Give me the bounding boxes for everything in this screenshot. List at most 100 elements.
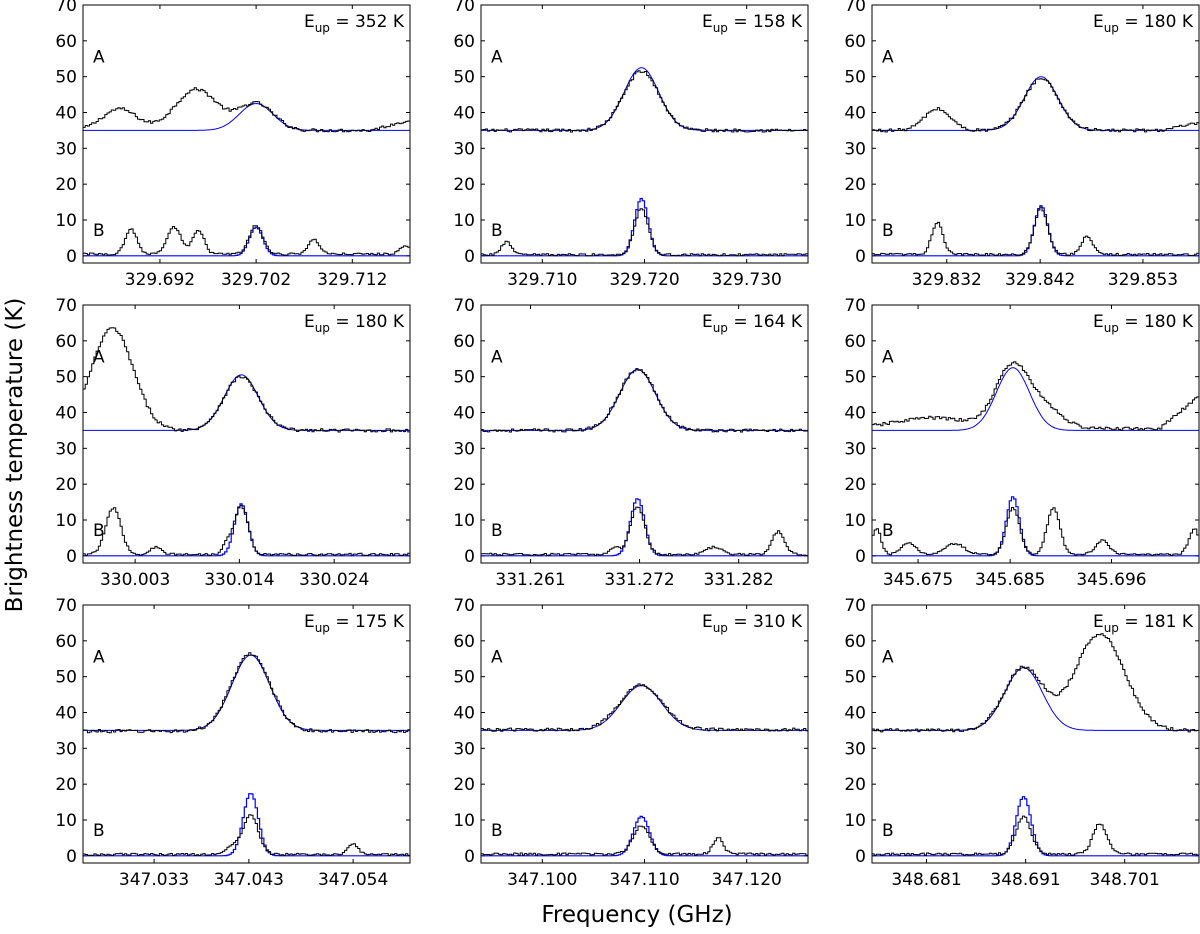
- observed-spectrum-A: [481, 683, 808, 732]
- y-tick-label: 30: [55, 739, 77, 759]
- y-tick-label: 20: [844, 475, 866, 495]
- x-tick-label: 329.720: [609, 270, 679, 290]
- panel: 0 10 20 30 40 50 60 70 330.003 330.014 330.024 A B Eu…: [55, 296, 411, 590]
- y-tick-label: 0: [66, 247, 77, 267]
- eup-subscript: up: [1104, 321, 1119, 335]
- eup-annotation: Eup = 158 K: [702, 12, 803, 35]
- model-line-A: [481, 685, 808, 731]
- eup-symbol: E: [702, 12, 713, 32]
- y-tick-label: 10: [453, 511, 475, 531]
- model-line-A: [481, 67, 808, 131]
- panel-frame: [480, 604, 809, 864]
- y-tick-label: 60: [55, 332, 77, 352]
- y-tick-label: 0: [66, 847, 77, 867]
- y-tick-label: 60: [844, 32, 866, 52]
- eup-value: = 181 K: [1119, 612, 1194, 632]
- source-label-A: A: [882, 47, 894, 67]
- source-label-B: B: [93, 521, 105, 541]
- x-axis-title: Frequency (GHz): [541, 902, 732, 928]
- y-tick-label: 60: [55, 632, 77, 652]
- source-label-A: A: [93, 47, 105, 67]
- model-line-B: [872, 496, 1199, 557]
- y-tick-label: 30: [844, 139, 866, 159]
- y-tick-label: 0: [464, 847, 475, 867]
- y-tick-label: 20: [844, 175, 866, 195]
- y-tick-label: 70: [453, 296, 475, 316]
- y-tick-label: 0: [66, 547, 77, 567]
- eup-value: = 180 K: [1119, 12, 1194, 32]
- plot-area: [83, 87, 410, 257]
- source-label-B: B: [882, 221, 894, 241]
- eup-subscript: up: [1104, 21, 1119, 35]
- y-tick-label: 20: [453, 475, 475, 495]
- source-label-A: A: [491, 647, 503, 667]
- y-tick-label: 10: [453, 811, 475, 831]
- plot-area: [872, 76, 1199, 257]
- panel-frame: [480, 304, 809, 564]
- source-label-A: A: [491, 47, 503, 67]
- y-tick-label: 10: [844, 211, 866, 231]
- observed-spectrum-B: [872, 815, 1199, 856]
- panel: 0 10 20 30 40 50 60 70 347.100 347.110 347.120 A B Eu…: [453, 596, 809, 890]
- x-tick-label: 329.853: [1108, 270, 1178, 290]
- y-tick-label: 10: [55, 511, 77, 531]
- source-label-B: B: [93, 221, 105, 241]
- y-tick-label: 40: [55, 404, 77, 424]
- observed-spectrum-B: [872, 507, 1199, 556]
- x-tick-label: 330.014: [204, 570, 274, 590]
- x-tick-label: 347.100: [507, 870, 577, 890]
- y-tick-label: 30: [55, 439, 77, 459]
- y-tick-label: 40: [844, 404, 866, 424]
- observed-spectrum-B: [481, 506, 808, 556]
- y-tick-label: 50: [453, 668, 475, 688]
- eup-symbol: E: [702, 612, 713, 632]
- panel: 0 10 20 30 40 50 60 70 329.692 329.702 329.712 A B Eu…: [55, 0, 411, 290]
- plot-area: [481, 67, 808, 257]
- y-tick-label: 20: [55, 475, 77, 495]
- plot-area: [872, 633, 1199, 857]
- y-tick-label: 10: [453, 211, 475, 231]
- panel: 0 10 20 30 40 50 60 70 329.710 329.720 329.730 A B Eu…: [453, 0, 809, 290]
- source-label-A: A: [491, 347, 503, 367]
- eup-symbol: E: [304, 312, 315, 332]
- plot-area: [481, 368, 808, 557]
- panel: 0 10 20 30 40 50 60 70 347.033 347.043 347.054 A B Eu…: [55, 596, 411, 890]
- x-tick-label: 348.691: [990, 870, 1060, 890]
- model-line-A: [83, 374, 410, 431]
- plot-area: [83, 652, 410, 857]
- panel-frame: [871, 304, 1200, 564]
- y-tick-label: 30: [453, 739, 475, 759]
- eup-subscript: up: [713, 321, 728, 335]
- x-tick-label: 331.282: [703, 570, 773, 590]
- y-tick-label: 30: [453, 439, 475, 459]
- y-tick-label: 30: [55, 139, 77, 159]
- y-tick-label: 30: [844, 739, 866, 759]
- x-tick-label: 347.120: [712, 870, 782, 890]
- model-line-B: [83, 503, 410, 557]
- eup-value: = 310 K: [728, 612, 803, 632]
- eup-subscript: up: [713, 21, 728, 35]
- observed-spectrum-A: [872, 633, 1199, 733]
- observed-spectrum-A: [83, 327, 410, 433]
- eup-subscript: up: [1104, 621, 1119, 635]
- observed-spectrum-B: [481, 825, 808, 856]
- x-tick-label: 329.702: [221, 270, 291, 290]
- y-tick-label: 50: [844, 668, 866, 688]
- x-tick-label: 329.832: [912, 270, 982, 290]
- panel: 0 10 20 30 40 50 60 70 345.675 345.685 345.696 A B Eu…: [844, 296, 1200, 590]
- eup-annotation: Eup = 310 K: [702, 612, 803, 635]
- source-label-B: B: [491, 821, 503, 841]
- eup-value: = 180 K: [1119, 312, 1194, 332]
- y-tick-label: 50: [55, 68, 77, 88]
- y-tick-label: 40: [453, 104, 475, 124]
- eup-value: = 352 K: [330, 12, 405, 32]
- y-tick-label: 0: [464, 547, 475, 567]
- y-tick-label: 50: [453, 368, 475, 388]
- y-tick-label: 70: [55, 296, 77, 316]
- panel-frame: [871, 4, 1200, 264]
- panel: 0 10 20 30 40 50 60 70 331.261 331.272 331.282 A B Eu…: [453, 296, 809, 590]
- y-tick-label: 70: [453, 596, 475, 616]
- eup-annotation: Eup = 180 K: [304, 312, 405, 335]
- y-tick-label: 10: [55, 811, 77, 831]
- y-tick-label: 70: [55, 596, 77, 616]
